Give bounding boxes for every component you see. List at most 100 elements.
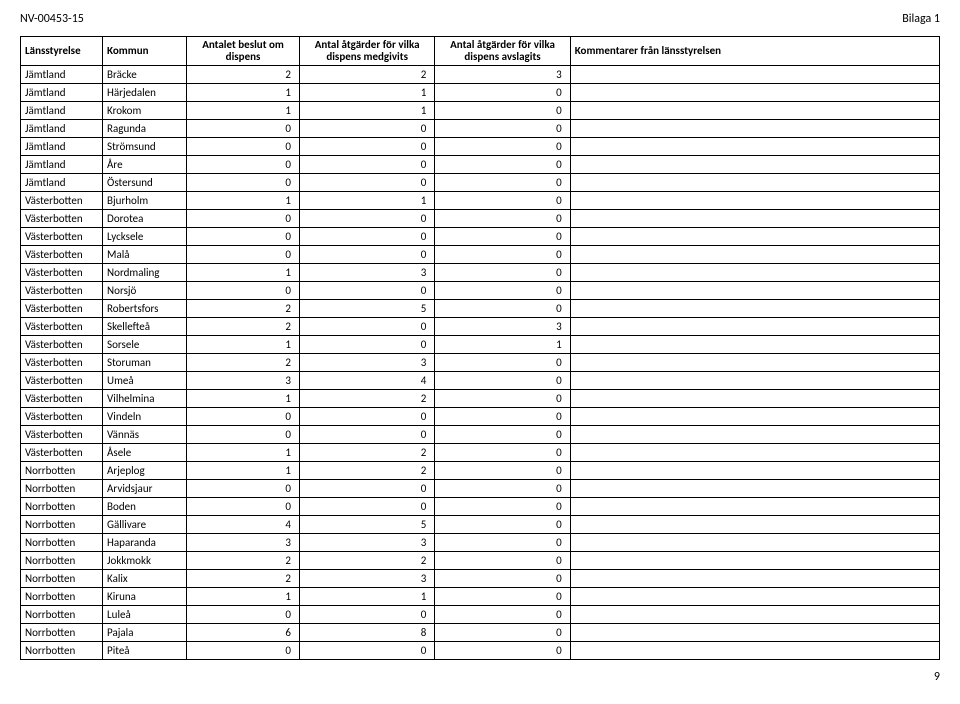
cell-antalet-beslut: 1 <box>187 102 300 120</box>
cell-atgarder-medgivits: 2 <box>299 66 434 84</box>
cell-atgarder-medgivits: 0 <box>299 498 434 516</box>
table-row: VästerbottenSorsele101 <box>21 336 940 354</box>
cell-kommun: Piteå <box>103 642 187 660</box>
cell-kommun: Strömsund <box>103 138 187 156</box>
cell-antalet-beslut: 0 <box>187 174 300 192</box>
table-row: JämtlandHärjedalen110 <box>21 84 940 102</box>
cell-atgarder-medgivits: 0 <box>299 138 434 156</box>
table-row: VästerbottenVilhelmina120 <box>21 390 940 408</box>
cell-antalet-beslut: 6 <box>187 624 300 642</box>
cell-antalet-beslut: 1 <box>187 336 300 354</box>
cell-atgarder-medgivits: 5 <box>299 300 434 318</box>
cell-kommun: Åre <box>103 156 187 174</box>
cell-kommun: Åsele <box>103 444 187 462</box>
page-number: 9 <box>20 670 940 684</box>
cell-atgarder-medgivits: 0 <box>299 120 434 138</box>
cell-kommentarer <box>570 228 939 246</box>
table-row: NorrbottenGällivare450 <box>21 516 940 534</box>
cell-kommentarer <box>570 318 939 336</box>
cell-lansstyrelse: Västerbotten <box>21 210 103 228</box>
cell-kommentarer <box>570 588 939 606</box>
cell-kommentarer <box>570 426 939 444</box>
cell-atgarder-avslagits: 0 <box>435 516 570 534</box>
cell-antalet-beslut: 2 <box>187 318 300 336</box>
cell-lansstyrelse: Västerbotten <box>21 444 103 462</box>
cell-kommentarer <box>570 354 939 372</box>
cell-atgarder-medgivits: 4 <box>299 372 434 390</box>
table-row: JämtlandKrokom110 <box>21 102 940 120</box>
cell-atgarder-medgivits: 2 <box>299 462 434 480</box>
cell-atgarder-medgivits: 0 <box>299 480 434 498</box>
cell-atgarder-medgivits: 2 <box>299 390 434 408</box>
cell-antalet-beslut: 2 <box>187 570 300 588</box>
cell-lansstyrelse: Jämtland <box>21 174 103 192</box>
cell-kommentarer <box>570 624 939 642</box>
cell-kommun: Nordmaling <box>103 264 187 282</box>
cell-antalet-beslut: 1 <box>187 192 300 210</box>
table-row: VästerbottenNorsjö000 <box>21 282 940 300</box>
cell-atgarder-avslagits: 0 <box>435 570 570 588</box>
cell-atgarder-avslagits: 0 <box>435 498 570 516</box>
cell-atgarder-avslagits: 0 <box>435 102 570 120</box>
cell-atgarder-medgivits: 3 <box>299 354 434 372</box>
table-row: VästerbottenLycksele000 <box>21 228 940 246</box>
cell-antalet-beslut: 0 <box>187 246 300 264</box>
table-row: NorrbottenArjeplog120 <box>21 462 940 480</box>
cell-lansstyrelse: Västerbotten <box>21 336 103 354</box>
cell-lansstyrelse: Norrbotten <box>21 624 103 642</box>
cell-kommentarer <box>570 282 939 300</box>
table-row: NorrbottenLuleå000 <box>21 606 940 624</box>
cell-kommun: Ragunda <box>103 120 187 138</box>
cell-lansstyrelse: Norrbotten <box>21 588 103 606</box>
cell-lansstyrelse: Norrbotten <box>21 498 103 516</box>
cell-kommentarer <box>570 606 939 624</box>
cell-lansstyrelse: Norrbotten <box>21 642 103 660</box>
table-row: VästerbottenSkellefteå203 <box>21 318 940 336</box>
cell-atgarder-medgivits: 8 <box>299 624 434 642</box>
cell-antalet-beslut: 3 <box>187 534 300 552</box>
cell-antalet-beslut: 1 <box>187 390 300 408</box>
cell-kommun: Bräcke <box>103 66 187 84</box>
cell-atgarder-avslagits: 0 <box>435 84 570 102</box>
cell-atgarder-medgivits: 0 <box>299 156 434 174</box>
col-atgarder-avslagits: Antal åtgärder för vilka dispens avslagi… <box>435 37 570 66</box>
cell-atgarder-avslagits: 0 <box>435 156 570 174</box>
cell-antalet-beslut: 0 <box>187 642 300 660</box>
cell-antalet-beslut: 0 <box>187 426 300 444</box>
cell-antalet-beslut: 3 <box>187 372 300 390</box>
doc-id: NV-00453-15 <box>20 12 84 26</box>
cell-atgarder-medgivits: 0 <box>299 228 434 246</box>
cell-atgarder-medgivits: 0 <box>299 642 434 660</box>
cell-antalet-beslut: 1 <box>187 84 300 102</box>
cell-atgarder-medgivits: 0 <box>299 426 434 444</box>
cell-antalet-beslut: 1 <box>187 588 300 606</box>
cell-antalet-beslut: 0 <box>187 120 300 138</box>
cell-kommun: Arvidsjaur <box>103 480 187 498</box>
cell-kommun: Robertsfors <box>103 300 187 318</box>
cell-kommun: Luleå <box>103 606 187 624</box>
col-kommentarer: Kommentarer från länsstyrelsen <box>570 37 939 66</box>
cell-kommentarer <box>570 516 939 534</box>
cell-atgarder-avslagits: 0 <box>435 192 570 210</box>
cell-atgarder-medgivits: 0 <box>299 336 434 354</box>
cell-atgarder-avslagits: 0 <box>435 372 570 390</box>
table-row: VästerbottenUmeå340 <box>21 372 940 390</box>
cell-kommentarer <box>570 534 939 552</box>
cell-kommun: Vindeln <box>103 408 187 426</box>
cell-kommentarer <box>570 156 939 174</box>
cell-atgarder-avslagits: 0 <box>435 642 570 660</box>
cell-atgarder-avslagits: 0 <box>435 462 570 480</box>
cell-atgarder-avslagits: 0 <box>435 228 570 246</box>
cell-kommun: Haparanda <box>103 534 187 552</box>
cell-atgarder-avslagits: 0 <box>435 624 570 642</box>
cell-atgarder-medgivits: 0 <box>299 174 434 192</box>
cell-lansstyrelse: Västerbotten <box>21 228 103 246</box>
cell-kommun: Umeå <box>103 372 187 390</box>
cell-atgarder-medgivits: 0 <box>299 408 434 426</box>
cell-kommun: Krokom <box>103 102 187 120</box>
cell-atgarder-medgivits: 5 <box>299 516 434 534</box>
cell-antalet-beslut: 0 <box>187 606 300 624</box>
cell-atgarder-medgivits: 2 <box>299 552 434 570</box>
cell-antalet-beslut: 1 <box>187 462 300 480</box>
cell-antalet-beslut: 2 <box>187 354 300 372</box>
